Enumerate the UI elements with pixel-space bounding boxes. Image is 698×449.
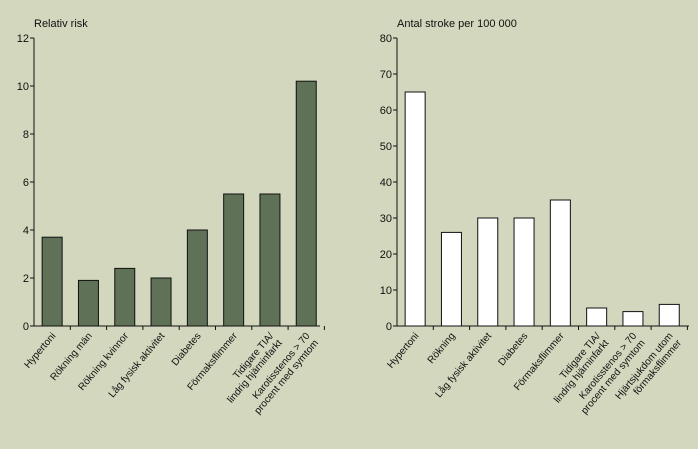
y-tick-label: 8 bbox=[23, 129, 29, 141]
y-tick-label: 10 bbox=[380, 285, 392, 297]
category-label: Diabetes bbox=[497, 331, 531, 368]
category-label-line: Hypertoni bbox=[23, 331, 59, 371]
bar bbox=[622, 311, 644, 327]
bar bbox=[658, 303, 680, 327]
bar bbox=[77, 279, 99, 327]
y-tick-label: 20 bbox=[380, 249, 392, 261]
y-tick-label: 6 bbox=[23, 177, 29, 189]
y-tick-label: 2 bbox=[23, 273, 29, 285]
y-axis-title: Relativ risk bbox=[34, 18, 88, 30]
bar bbox=[404, 91, 426, 327]
y-tick-label: 0 bbox=[23, 321, 29, 333]
category-label-line: Hypertoni bbox=[386, 331, 422, 371]
y-tick-label: 12 bbox=[17, 33, 29, 45]
y-tick-label: 60 bbox=[380, 105, 392, 117]
y-tick-label: 30 bbox=[380, 213, 392, 225]
bar bbox=[150, 277, 172, 327]
bar bbox=[586, 307, 608, 327]
stroke-count-chart: Antal stroke per 100 000 0 10 20 30 40 50 60 70 8… bbox=[380, 18, 689, 417]
bar bbox=[259, 193, 281, 327]
bar bbox=[41, 236, 63, 327]
bar bbox=[114, 267, 136, 327]
y-tick-label: 4 bbox=[23, 225, 29, 237]
category-label-line: Rökning bbox=[426, 331, 458, 366]
y-tick-label: 0 bbox=[386, 321, 392, 333]
bar bbox=[513, 217, 535, 327]
category-label-line: Diabetes bbox=[170, 331, 204, 368]
bar bbox=[477, 217, 499, 327]
bar bbox=[440, 231, 462, 327]
y-tick-label: 10 bbox=[17, 81, 29, 93]
y-tick-label: 70 bbox=[380, 69, 392, 81]
category-label-line: Diabetes bbox=[497, 331, 531, 368]
bar bbox=[223, 193, 245, 327]
y-axis-title: Antal stroke per 100 000 bbox=[397, 18, 517, 30]
y-tick-label: 40 bbox=[380, 177, 392, 189]
category-label: Rökning bbox=[426, 331, 458, 366]
category-label: Hypertoni bbox=[23, 331, 59, 371]
category-label: Hypertoni bbox=[386, 331, 422, 371]
y-tick-label: 80 bbox=[380, 33, 392, 45]
bar bbox=[186, 229, 208, 327]
bar bbox=[549, 199, 571, 327]
bar bbox=[295, 80, 317, 327]
y-tick-label: 50 bbox=[380, 141, 392, 153]
category-label: Diabetes bbox=[170, 331, 204, 368]
